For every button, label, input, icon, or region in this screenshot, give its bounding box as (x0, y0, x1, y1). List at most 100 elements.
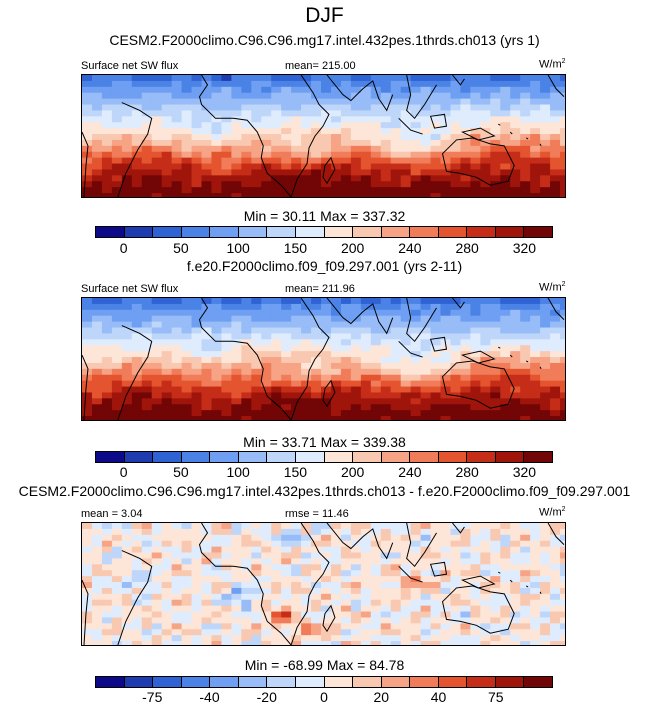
colorbar-swatch (410, 227, 439, 237)
map-cell (101, 416, 113, 420)
map-cell (370, 523, 382, 530)
map-cell (191, 576, 203, 583)
map-cell (390, 582, 402, 589)
map-cell (560, 86, 565, 94)
map-cell (450, 134, 461, 141)
map-cell (231, 534, 242, 542)
map-cell (311, 540, 322, 548)
map-cell (261, 410, 272, 417)
panel-1-map (81, 74, 566, 198)
map-cell (490, 540, 501, 548)
map-cell (82, 404, 93, 411)
map-cell (500, 321, 511, 329)
map-cell (82, 611, 93, 618)
map-cell (82, 380, 93, 388)
map-cell (251, 303, 262, 311)
map-cell (281, 351, 292, 358)
map-cell (321, 523, 332, 530)
map-cell (321, 175, 332, 182)
map-cell (400, 92, 412, 100)
map-cell (161, 404, 173, 411)
map-cell (201, 309, 212, 317)
map-cell (400, 599, 412, 607)
map-cell (161, 546, 173, 554)
coastline (460, 350, 496, 364)
map-cell (330, 362, 342, 370)
map-cell (211, 380, 222, 388)
map-cell (101, 351, 113, 358)
map-cell (171, 587, 183, 595)
map-cell (111, 86, 123, 94)
panel-3-rmse-label: rmse = 11.46 (285, 508, 349, 520)
map-cell (251, 617, 262, 624)
map-cell (101, 116, 113, 123)
map-cell (311, 599, 322, 607)
map-cell (550, 175, 561, 182)
map-cell (390, 122, 402, 129)
map-cell (530, 321, 541, 329)
map-cell (211, 523, 222, 530)
map-cell (340, 582, 352, 589)
map-cell (480, 534, 491, 542)
map-cell (330, 75, 342, 82)
map-cell (540, 629, 551, 636)
map-cell (400, 611, 412, 618)
map-cell (450, 86, 461, 94)
map-cell (440, 534, 451, 542)
map-cell (321, 404, 332, 411)
map-cell (311, 315, 322, 323)
map-cell (82, 392, 93, 399)
map-cell (241, 576, 252, 583)
map-cell (450, 128, 461, 135)
map-cell (121, 635, 133, 642)
colorbar-tick-label: -20 (256, 689, 277, 705)
map-cell (131, 193, 143, 197)
map-cell (141, 629, 153, 636)
map-cell (450, 175, 461, 182)
map-cell (301, 576, 312, 583)
map-cell (171, 110, 183, 117)
map-cell (470, 116, 481, 123)
map-cell (261, 404, 272, 411)
map-cell (281, 333, 292, 340)
map-cell (241, 570, 252, 577)
map-cell (330, 534, 342, 542)
map-cell (360, 617, 372, 624)
map-cell (221, 635, 232, 642)
colorbar-swatch (153, 452, 182, 462)
map-cell (141, 528, 153, 536)
map-cell (430, 605, 442, 613)
map-cell (450, 151, 461, 159)
map-cell (82, 605, 93, 613)
map-cell (271, 298, 282, 305)
map-cell (241, 392, 252, 399)
map-cell (490, 605, 501, 613)
map-cell (281, 534, 292, 542)
map-cell (460, 339, 471, 346)
map-cell (440, 333, 451, 340)
map-cell (191, 92, 203, 100)
map-cell (520, 362, 531, 370)
map-cell (141, 587, 153, 595)
map-cell (231, 86, 242, 94)
map-cell (82, 576, 93, 583)
map-cell (480, 98, 491, 106)
map-cell (400, 528, 412, 536)
map-cell (560, 315, 565, 323)
map-cell (340, 392, 352, 399)
colorbar-tick-label: 240 (398, 240, 422, 256)
map-cell (141, 157, 153, 165)
map-cell (241, 303, 252, 311)
map-cell (101, 98, 113, 106)
map-cell (281, 404, 292, 411)
map-cell (181, 534, 193, 542)
map-cell (211, 309, 222, 317)
map-cell (370, 151, 382, 159)
map-cell (281, 315, 292, 323)
map-cell (301, 593, 312, 601)
map-cell (221, 122, 232, 129)
map-cell (490, 321, 501, 329)
map-cell (151, 169, 163, 176)
map-cell (380, 552, 392, 559)
map-cell (191, 386, 203, 393)
